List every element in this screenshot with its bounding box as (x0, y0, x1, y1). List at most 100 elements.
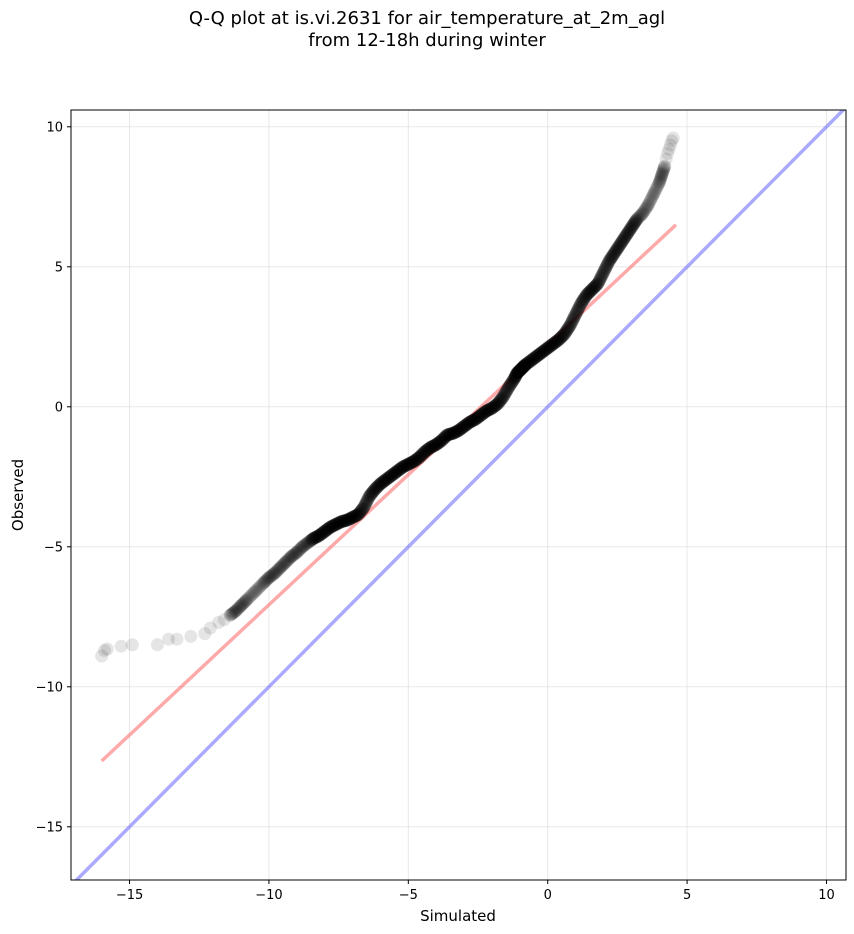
quantile-point (281, 552, 295, 566)
quantile-point (579, 290, 593, 304)
quantile-point (324, 520, 338, 534)
quantile-point (273, 561, 287, 575)
quantile-point (500, 383, 514, 397)
quantile-point (236, 597, 250, 611)
quantile-point (614, 236, 628, 250)
quantile-point (554, 330, 568, 344)
quantile-point (435, 433, 449, 447)
quantile-point (630, 213, 644, 227)
quantile-point (525, 353, 539, 367)
quantile-point (342, 512, 356, 526)
quantile-point (645, 191, 659, 205)
quantile-point (604, 251, 618, 265)
quantile-point (511, 366, 525, 380)
quantile-point (485, 401, 499, 415)
quantile-point (428, 438, 442, 452)
quantile-point (482, 403, 496, 417)
quantile-point (650, 181, 664, 195)
quantile-point (316, 525, 330, 539)
quantile-point (230, 603, 244, 617)
quantile-point (280, 554, 294, 568)
quantile-point (595, 268, 609, 282)
quantile-point (306, 532, 320, 546)
quantile-point (473, 409, 487, 423)
quantile-point (324, 520, 338, 534)
quantile-point (323, 521, 337, 534)
quantile-point (302, 535, 316, 549)
quantile-point (474, 408, 488, 422)
quantile-point (370, 480, 384, 494)
quantile-point (364, 487, 378, 501)
quantile-point (494, 393, 508, 407)
quantile-point (381, 471, 395, 485)
quantile-point (347, 510, 361, 524)
quantile-point (338, 514, 352, 528)
quantile-point (498, 387, 512, 401)
quantile-point (635, 207, 649, 221)
quantile-point (453, 422, 467, 436)
quantile-point (481, 403, 495, 417)
quantile-point (269, 565, 283, 579)
quantile-point (252, 580, 266, 594)
quantile-point (642, 197, 656, 211)
quantile-point (238, 595, 252, 609)
quantile-point (373, 477, 387, 491)
quantile-point (284, 550, 298, 564)
quantile-point (461, 417, 475, 431)
quantile-point (275, 559, 289, 573)
quantile-point (608, 245, 622, 259)
quantile-point (651, 177, 665, 191)
quantile-point (666, 131, 680, 145)
quantile-point (384, 469, 398, 483)
quantile-point (360, 495, 374, 509)
quantile-point (268, 566, 282, 580)
quantile-point (223, 608, 237, 622)
quantile-point (543, 339, 557, 353)
quantile-point (639, 201, 653, 215)
quantile-point (250, 582, 264, 596)
quantile-point (162, 632, 176, 646)
quantile-point (543, 340, 557, 353)
quantile-point (235, 597, 249, 611)
quantile-point (353, 506, 367, 520)
quantile-point (576, 293, 590, 307)
quantile-point (590, 277, 604, 291)
quantile-point (561, 321, 575, 335)
quantile-point (233, 600, 247, 614)
quantile-point (318, 524, 332, 538)
quantile-point (340, 513, 354, 527)
quantile-point (502, 380, 516, 394)
quantile-point (413, 450, 427, 464)
quantile-point (655, 167, 669, 181)
quantile-point (510, 367, 524, 381)
quantile-point (528, 351, 542, 365)
quantile-point (277, 556, 291, 570)
quantile-point (226, 606, 240, 620)
quantile-point (255, 577, 269, 591)
quantile-point (444, 427, 458, 441)
quantile-point (308, 531, 322, 545)
quantile-point (359, 496, 373, 510)
quantile-point (279, 555, 293, 569)
quantile-point (309, 530, 323, 544)
quantile-point (520, 357, 534, 371)
quantile-point (491, 396, 505, 410)
quantile-point (538, 343, 552, 357)
quantile-point (479, 404, 493, 418)
quantile-point (400, 458, 414, 472)
quantile-point (264, 569, 278, 583)
quantile-point (572, 300, 586, 314)
quantile-point (373, 478, 387, 492)
quantile-point (344, 511, 358, 525)
quantile-point (622, 225, 636, 239)
quantile-point (567, 311, 581, 325)
quantile-point (580, 287, 594, 301)
quantile-point (598, 262, 612, 276)
quantile-point (279, 555, 293, 569)
quantile-point (383, 469, 397, 483)
quantile-point (292, 543, 306, 557)
quantile-point (634, 208, 648, 222)
quantile-point (268, 566, 282, 580)
quantile-point (344, 511, 358, 525)
quantile-point (309, 530, 323, 544)
